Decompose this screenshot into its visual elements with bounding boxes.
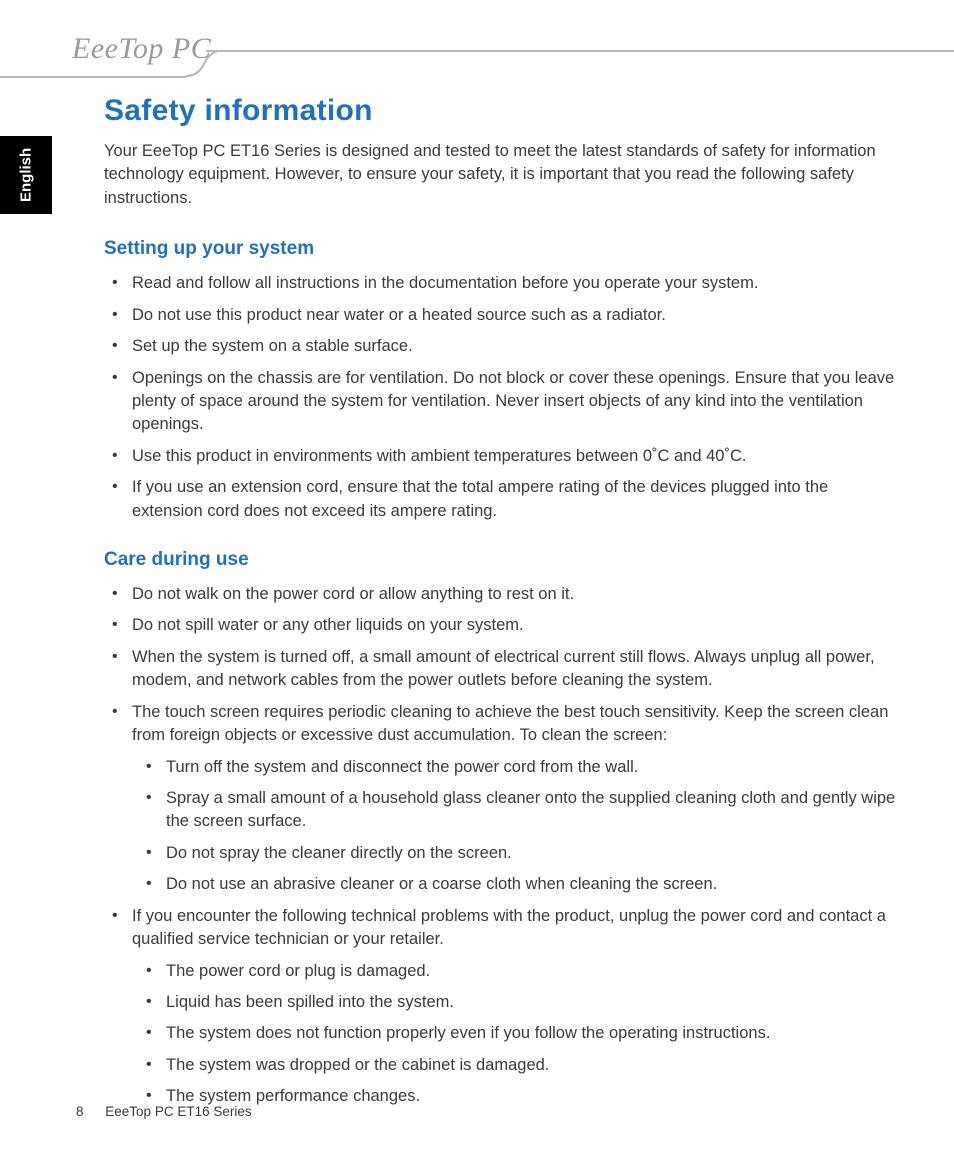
list-item: Turn off the system and disconnect the p…	[132, 756, 900, 779]
page-footer: 8 EeeTop PC ET16 Series	[76, 1104, 252, 1119]
list-item: Read and follow all instructions in the …	[104, 272, 900, 295]
list-item: The system does not function properly ev…	[132, 1022, 900, 1045]
sub-list: The power cord or plug is damaged. Liquid…	[132, 960, 900, 1109]
setup-list: Read and follow all instructions in the …	[104, 272, 900, 523]
page-header: EeeTop PC	[0, 32, 954, 70]
page-number: 8	[76, 1104, 84, 1119]
list-item: Do not spray the cleaner directly on the…	[132, 842, 900, 865]
page-title: Safety information	[104, 94, 900, 128]
list-item: Liquid has been spilled into the system.	[132, 991, 900, 1014]
intro-paragraph: Your EeeTop PC ET16 Series is designed a…	[104, 140, 900, 210]
section-heading-care: Care during use	[104, 549, 900, 571]
list-item: If you encounter the following technical…	[104, 905, 900, 1109]
list-item: Do not walk on the power cord or allow a…	[104, 583, 900, 606]
list-item: Use this product in environments with am…	[104, 445, 900, 468]
list-item: Openings on the chassis are for ventilat…	[104, 367, 900, 437]
footer-product: EeeTop PC ET16 Series	[105, 1104, 251, 1119]
list-item: Set up the system on a stable surface.	[104, 335, 900, 358]
list-item: The system was dropped or the cabinet is…	[132, 1054, 900, 1077]
list-item: Spray a small amount of a household glas…	[132, 787, 900, 834]
page-content: Safety information Your EeeTop PC ET16 S…	[104, 94, 900, 1135]
list-item: Do not use an abrasive cleaner or a coar…	[132, 873, 900, 896]
list-item: If you use an extension cord, ensure tha…	[104, 476, 900, 523]
header-rule-curve	[186, 50, 226, 78]
section-heading-setup: Setting up your system	[104, 238, 900, 260]
header-rule-left	[0, 76, 186, 78]
language-tab: English	[0, 136, 52, 214]
list-item: The power cord or plug is damaged.	[132, 960, 900, 983]
list-item: Do not spill water or any other liquids …	[104, 614, 900, 637]
sub-list: Turn off the system and disconnect the p…	[132, 756, 900, 897]
list-item: Do not use this product near water or a …	[104, 304, 900, 327]
list-item: When the system is turned off, a small a…	[104, 646, 900, 693]
care-list: Do not walk on the power cord or allow a…	[104, 583, 900, 1109]
list-item: The touch screen requires periodic clean…	[104, 701, 900, 897]
header-rule-right	[206, 50, 954, 52]
